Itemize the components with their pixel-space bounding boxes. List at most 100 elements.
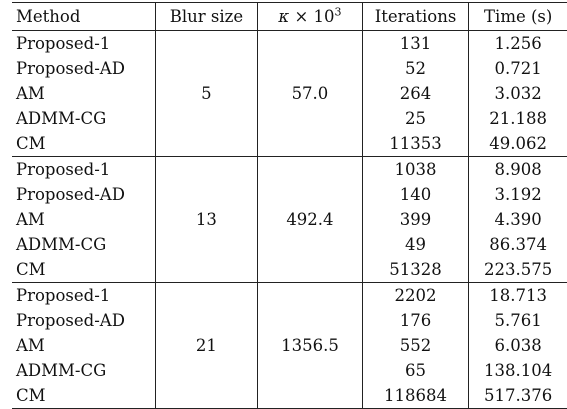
cell-time: 49.062 — [468, 131, 567, 157]
cell-iterations: 399 — [361, 207, 469, 232]
kappa-symbol: κ — [278, 7, 290, 26]
cell-iterations: 1038 — [361, 156, 469, 182]
cell-method: Proposed-AD — [16, 185, 125, 204]
cell-time: 21.188 — [468, 106, 567, 131]
cell-blur-size — [154, 308, 258, 333]
table-row: CM 118684 517.376 — [12, 383, 567, 409]
cell-time: 1.256 — [468, 30, 567, 56]
header-kappa: κ × 103 — [257, 2, 363, 31]
cell-kappa — [257, 106, 363, 131]
cell-method: Proposed-AD — [16, 311, 125, 330]
cell-blur-size — [154, 106, 258, 131]
table-body: Proposed-1 131 1.256 Proposed-AD 52 0.721 AM 5 5… — [12, 30, 567, 409]
cell-kappa — [257, 282, 363, 308]
cell-blur-size — [154, 383, 258, 409]
table-row: ADMM-CG 65 138.104 — [12, 358, 567, 383]
cell-method: ADMM-CG — [16, 361, 107, 380]
cell-iterations: 118684 — [361, 383, 469, 409]
cell-iterations: 140 — [361, 182, 469, 207]
cell-time: 3.032 — [468, 81, 567, 106]
cell-iterations: 131 — [361, 30, 469, 56]
cell-time: 223.575 — [468, 257, 567, 283]
cell-time: 18.713 — [468, 282, 567, 308]
table-row: AM 13 492.4 399 4.390 — [12, 207, 567, 232]
cell-method: CM — [16, 134, 46, 153]
cell-time: 86.374 — [468, 232, 567, 257]
cell-blur-size — [154, 232, 258, 257]
table-row: ADMM-CG 49 86.374 — [12, 232, 567, 257]
kappa-exponent: 3 — [334, 5, 342, 19]
cell-iterations: 2202 — [361, 282, 469, 308]
cell-kappa: 1356.5 — [257, 333, 363, 358]
table-row: ADMM-CG 25 21.188 — [12, 106, 567, 131]
cell-kappa — [257, 383, 363, 409]
cell-method: ADMM-CG — [16, 109, 107, 128]
cell-kappa — [257, 30, 363, 56]
cell-kappa — [257, 308, 363, 333]
cell-blur-size — [154, 257, 258, 283]
cell-blur-size — [154, 131, 258, 157]
cell-method: ADMM-CG — [16, 235, 107, 254]
cell-time: 8.908 — [468, 156, 567, 182]
cell-blur-size — [154, 282, 258, 308]
table-row: Proposed-1 2202 18.713 — [12, 282, 567, 308]
cell-blur-size — [154, 358, 258, 383]
cell-kappa — [257, 358, 363, 383]
cell-time: 0.721 — [468, 56, 567, 81]
table-row: Proposed-AD 176 5.761 — [12, 308, 567, 333]
cell-iterations: 25 — [361, 106, 469, 131]
cell-iterations: 52 — [361, 56, 469, 81]
cell-kappa: 57.0 — [257, 81, 363, 106]
cell-blur-size: 13 — [154, 207, 258, 232]
cell-iterations: 176 — [361, 308, 469, 333]
cell-kappa — [257, 182, 363, 207]
cell-blur-size — [154, 156, 258, 182]
cell-method: AM — [16, 84, 45, 103]
cell-blur-size — [154, 182, 258, 207]
cell-iterations: 51328 — [361, 257, 469, 283]
cell-iterations: 49 — [361, 232, 469, 257]
cell-method: Proposed-1 — [12, 156, 156, 182]
cell-kappa — [257, 232, 363, 257]
cell-method: Proposed-1 — [12, 30, 156, 56]
header-time: Time (s) — [468, 2, 567, 31]
cell-iterations: 65 — [361, 358, 469, 383]
table-row: Proposed-1 1038 8.908 — [12, 156, 567, 182]
cell-kappa — [257, 131, 363, 157]
cell-blur-size — [154, 30, 258, 56]
table-row: CM 11353 49.062 — [12, 131, 567, 157]
cell-method: CM — [16, 260, 46, 279]
table-row: Proposed-AD 140 3.192 — [12, 182, 567, 207]
cell-method: Proposed-1 — [12, 282, 156, 308]
header-blur-size: Blur size — [154, 2, 258, 31]
cell-blur-size: 21 — [154, 333, 258, 358]
cell-time: 517.376 — [468, 383, 567, 409]
cell-iterations: 264 — [361, 81, 469, 106]
cell-blur-size: 5 — [154, 81, 258, 106]
cell-time: 4.390 — [468, 207, 567, 232]
cell-blur-size — [154, 56, 258, 81]
header-iterations: Iterations — [361, 2, 469, 31]
results-table: Method Blur size κ × 103 Iterations Time… — [12, 2, 567, 409]
table-row: Proposed-AD 52 0.721 — [12, 56, 567, 81]
cell-method: CM — [12, 383, 156, 409]
cell-time: 138.104 — [468, 358, 567, 383]
kappa-times: × 10 — [289, 7, 335, 26]
cell-iterations: 11353 — [361, 131, 469, 157]
cell-method: AM — [16, 336, 45, 355]
cell-time: 6.038 — [468, 333, 567, 358]
cell-method: Proposed-AD — [16, 59, 125, 78]
cell-kappa — [257, 156, 363, 182]
cell-kappa: 492.4 — [257, 207, 363, 232]
cell-iterations: 552 — [361, 333, 469, 358]
table-row: AM 5 57.0 264 3.032 — [12, 81, 567, 106]
table-row: Proposed-1 131 1.256 — [12, 30, 567, 56]
cell-kappa — [257, 56, 363, 81]
table-row: AM 21 1356.5 552 6.038 — [12, 333, 567, 358]
table-row: CM 51328 223.575 — [12, 257, 567, 283]
cell-time: 3.192 — [468, 182, 567, 207]
cell-method: AM — [16, 210, 45, 229]
header-row: Method Blur size κ × 103 Iterations Time… — [12, 2, 567, 31]
cell-time: 5.761 — [468, 308, 567, 333]
cell-kappa — [257, 257, 363, 283]
